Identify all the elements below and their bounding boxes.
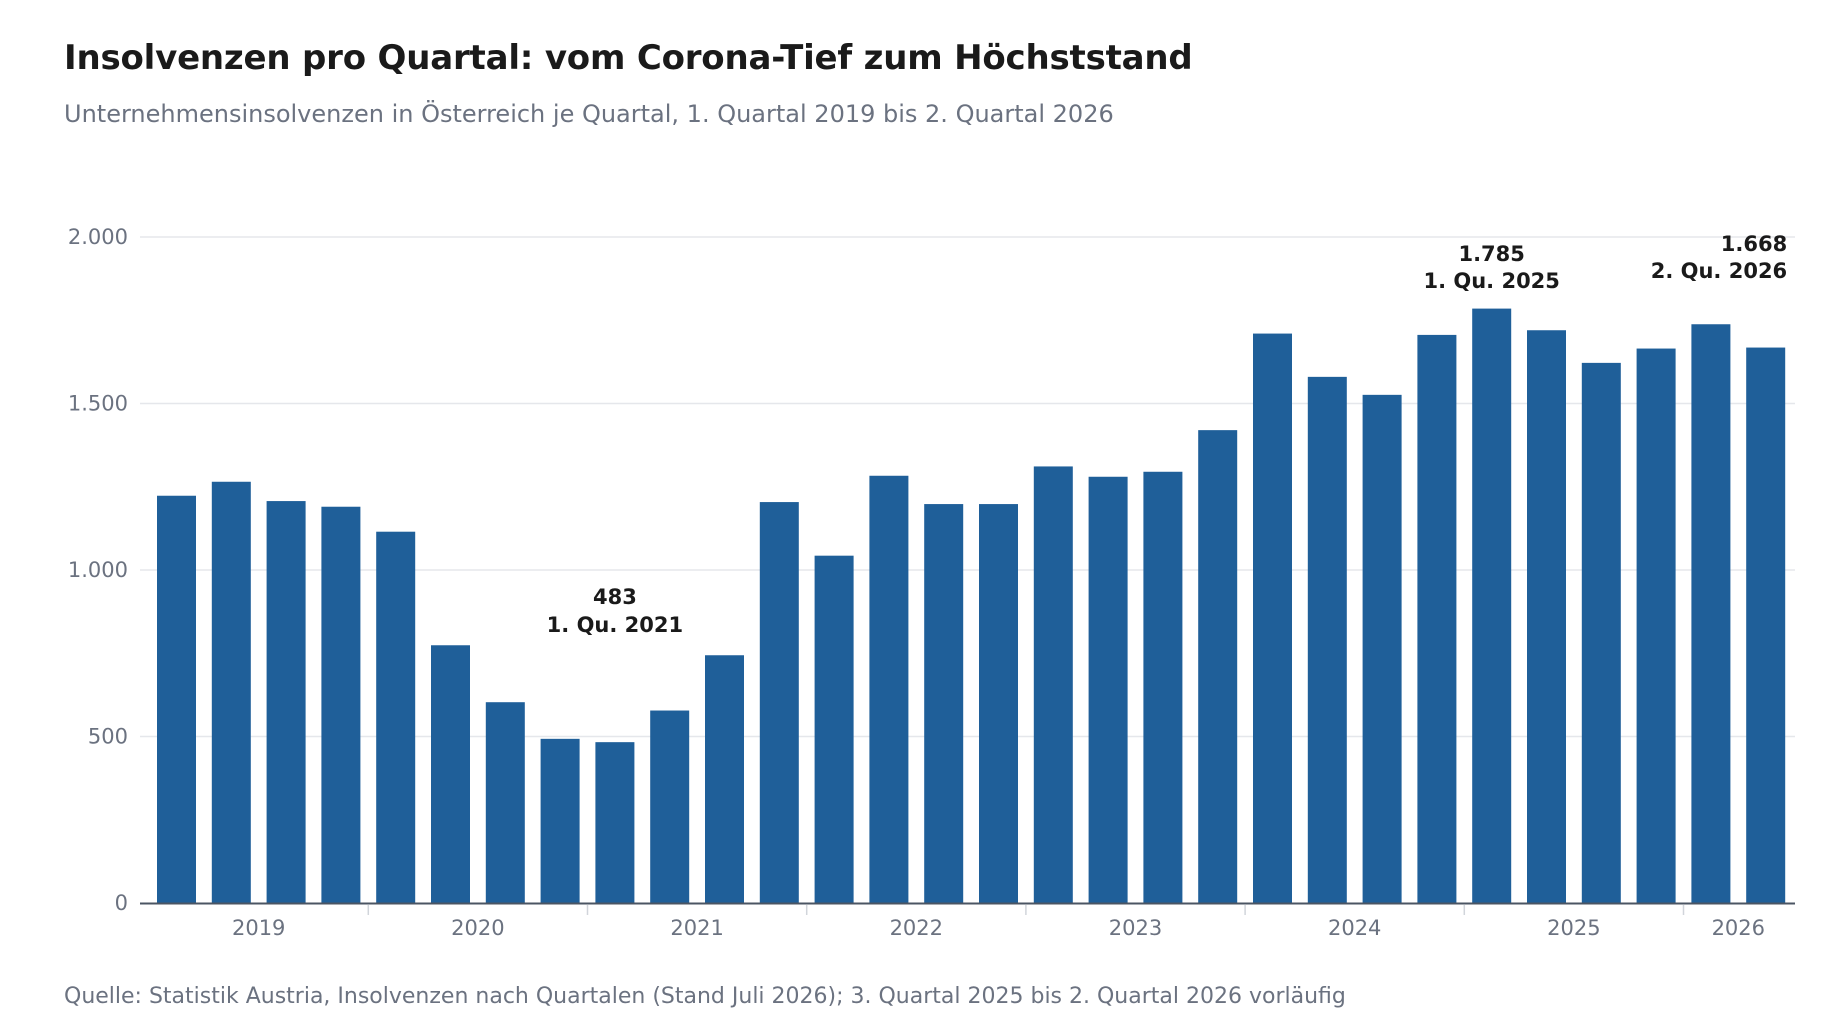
bar	[1581, 362, 1621, 903]
bar	[1691, 324, 1731, 904]
bar	[1746, 347, 1786, 903]
y-tick-label: 1.000	[68, 558, 128, 582]
bar	[924, 504, 964, 903]
annotation-value: 1.785	[1458, 242, 1524, 266]
x-tick-label: 2024	[1328, 916, 1381, 940]
bar	[157, 495, 196, 903]
x-axis-ticks: 2019 2020 2021 2022 2023 2024 2025 2026	[232, 905, 1765, 940]
bar	[814, 555, 854, 903]
x-tick-label: 2020	[451, 916, 504, 940]
annotation-value: 1.668	[1721, 232, 1787, 256]
bar	[979, 504, 1018, 903]
bar	[266, 501, 306, 903]
bar	[1527, 330, 1566, 903]
x-tick-label: 2019	[232, 916, 285, 940]
bar	[1362, 394, 1402, 903]
bar	[211, 481, 251, 903]
bar	[1033, 466, 1073, 903]
bar	[650, 710, 690, 903]
bar	[376, 531, 416, 903]
bar	[869, 475, 909, 903]
x-tick-label: 2021	[670, 916, 723, 940]
bar	[759, 502, 799, 903]
x-tick-label: 2025	[1547, 916, 1600, 940]
gridlines	[140, 236, 1795, 738]
bar	[1088, 476, 1128, 903]
bar	[540, 738, 580, 903]
chart-subtitle: Unternehmensinsolvenzen in Österreich je…	[64, 100, 1114, 128]
annotations: 483 1. Qu. 2021 1.785 1. Qu. 2025 1.668 2. Qu…	[547, 232, 1788, 637]
bar	[1417, 334, 1457, 904]
source-note: Quelle: Statistik Austria, Insolvenzen n…	[64, 984, 1346, 1009]
chart-title: Insolvenzen pro Quartal: vom Corona-Tief…	[64, 38, 1193, 78]
x-tick-label: 2026	[1712, 916, 1765, 940]
bar	[1472, 308, 1512, 904]
x-tick-label: 2022	[890, 916, 943, 940]
bar	[321, 506, 361, 903]
y-tick-label: 500	[88, 725, 128, 749]
y-tick-label: 0	[115, 891, 128, 915]
bar	[485, 702, 525, 903]
bar	[1143, 471, 1183, 903]
annotation-period: 2. Qu. 2026	[1651, 259, 1787, 283]
bar	[595, 742, 635, 903]
y-tick-label: 1.500	[68, 392, 128, 416]
annotation-period: 1. Qu. 2021	[547, 613, 683, 637]
bar	[1307, 376, 1347, 903]
bar	[431, 645, 470, 903]
bar	[1198, 430, 1238, 903]
y-axis-ticks: 0 500 1.000 1.500 2.000	[68, 225, 128, 915]
annotation-value: 483	[593, 585, 637, 609]
bar	[1636, 348, 1676, 903]
bar	[1253, 333, 1292, 903]
annotation-period: 1. Qu. 2025	[1423, 269, 1559, 293]
y-tick-label: 2.000	[68, 225, 128, 249]
x-tick-label: 2023	[1109, 916, 1162, 940]
bar	[705, 655, 744, 903]
bars	[157, 308, 1786, 904]
